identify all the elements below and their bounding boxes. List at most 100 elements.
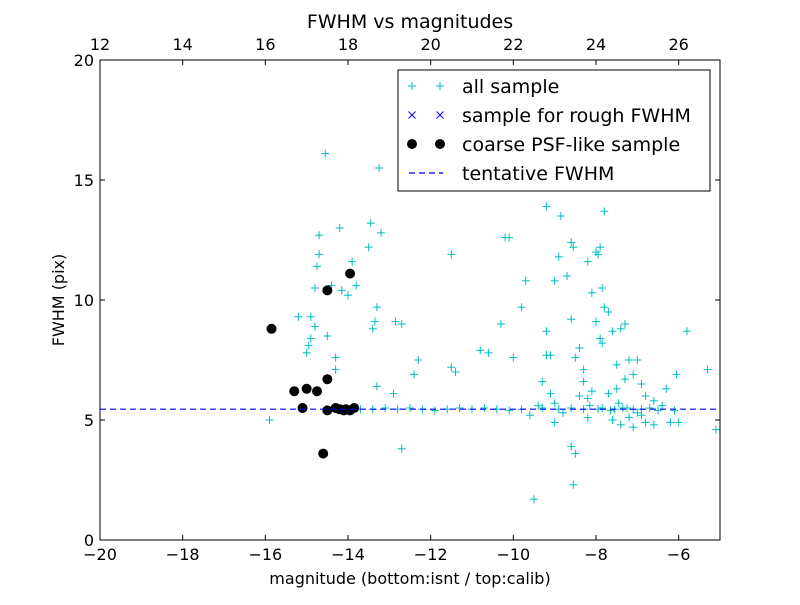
all-sample-point [567,404,576,412]
y-tick-label: 5 [84,411,94,430]
all-sample-point [377,228,386,237]
y-tick-label: 10 [74,291,94,310]
all-sample-point [505,233,514,242]
all-sample-point [575,344,584,352]
top-x-tick-label: 22 [503,35,523,54]
all-sample-point [455,404,464,412]
x-tick-label: −10 [496,545,530,564]
all-sample-point [645,404,654,412]
all-sample-point [579,365,588,374]
all-sample-point [600,207,609,216]
psf-sample-point [266,323,277,334]
chart-title: FWHM vs magnitudes [307,11,513,33]
all-sample-point [666,418,675,427]
all-sample-point [331,353,340,362]
all-sample-point [567,442,576,451]
all-sample-point [674,418,683,427]
all-sample-point [534,401,543,410]
all-sample-point [554,252,563,261]
all-sample-point [550,276,559,285]
all-sample-point [598,339,607,348]
all-sample-point [410,370,419,379]
all-sample-point [546,389,555,398]
all-sample-point [484,348,493,357]
x-tick-label: −20 [83,545,117,564]
all-sample-point [596,334,605,343]
all-sample-point [569,243,578,252]
all-sample-point [364,243,373,252]
all-sample-point [682,327,691,336]
all-sample-point [606,406,615,415]
legend: all sample sample for rough FWHM coarse PS… [397,69,711,192]
legend-item: sample for rough FWHM [408,105,691,127]
all-sample-point [662,384,671,393]
all-sample-point [372,303,381,312]
all-sample-point [629,370,638,379]
all-sample-point [600,303,609,312]
all-sample-point [310,284,319,292]
legend-swatch [435,139,445,149]
legend-item: all sample [408,76,559,98]
all-sample-point [594,250,603,259]
all-sample-point [397,320,406,328]
top-x-tick-label: 12 [90,35,110,54]
y-tick-label: 20 [74,51,94,70]
all-sample-point [567,315,576,324]
all-sample-point [406,404,414,412]
all-sample-point [381,404,390,412]
legend-label: coarse PSF-like sample [462,134,680,156]
all-sample-point [670,406,679,415]
all-sample-point [587,387,596,396]
all-sample-point [571,353,580,362]
legend-swatch [436,82,444,90]
all-sample-point [711,425,720,434]
top-x-tick-label: 26 [668,35,688,54]
psf-sample-point [322,285,333,296]
y-tick-label: 15 [74,171,94,190]
legend-swatch [408,82,416,90]
all-sample-point [315,250,324,259]
all-sample-point [587,288,596,297]
all-sample-point [323,332,332,340]
all-sample-point [569,480,578,489]
all-sample-point [625,356,634,364]
all-sample-point [542,327,551,336]
all-sample-point [641,392,650,400]
all-sample-point [649,396,658,405]
all-sample-point [604,308,613,316]
legend-box [397,69,711,192]
all-sample-point [517,303,526,312]
all-sample-point [583,413,592,422]
all-sample-point [612,360,621,369]
all-sample-point [306,334,315,343]
psf-sample-point [345,268,356,279]
all-sample-point [654,406,662,415]
all-sample-point [608,416,617,424]
x-tick-label: −12 [414,545,448,564]
x-tick-label: −8 [584,545,608,564]
all-sample-point [620,320,629,328]
all-sample-point [633,356,642,364]
psf-sample-point [322,374,333,385]
all-sample-point [629,423,638,432]
all-sample-point [592,317,600,326]
all-sample-point [476,346,485,355]
all-sample-point [616,324,625,333]
all-sample-point [558,408,567,417]
psf-sample-point [289,386,300,397]
all-sample-point [575,392,584,400]
all-sample-point [302,348,311,357]
all-sample-point [368,324,377,333]
all-sample-point [608,327,617,336]
all-sample-point [616,420,625,429]
all-sample-point [525,411,534,420]
all-sample-point [521,276,530,285]
all-sample-point [509,353,518,362]
all-sample-point [331,365,340,374]
all-sample-point [304,341,313,350]
top-x-tick-label: 24 [586,35,606,54]
all-sample-point [672,370,681,379]
all-sample-point [505,406,514,415]
